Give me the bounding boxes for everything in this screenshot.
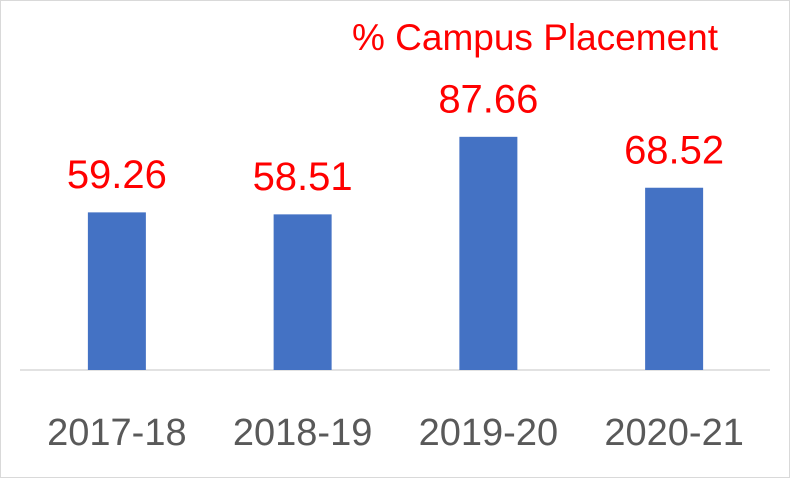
x-tick-label: 2019-20 bbox=[419, 412, 558, 454]
bar bbox=[645, 187, 704, 370]
bar bbox=[273, 214, 332, 370]
x-tick-label: 2017-18 bbox=[47, 412, 186, 454]
data-label: 58.51 bbox=[253, 155, 353, 199]
data-label: 68.52 bbox=[624, 128, 724, 172]
x-tick-label: 2018-19 bbox=[233, 412, 372, 454]
bar bbox=[87, 212, 146, 370]
x-tick-label: 2020-21 bbox=[604, 412, 743, 454]
data-label: 59.26 bbox=[67, 153, 167, 197]
data-label: 87.66 bbox=[438, 77, 538, 121]
bar bbox=[459, 136, 518, 370]
chart-title: % Campus Placement bbox=[352, 17, 719, 58]
